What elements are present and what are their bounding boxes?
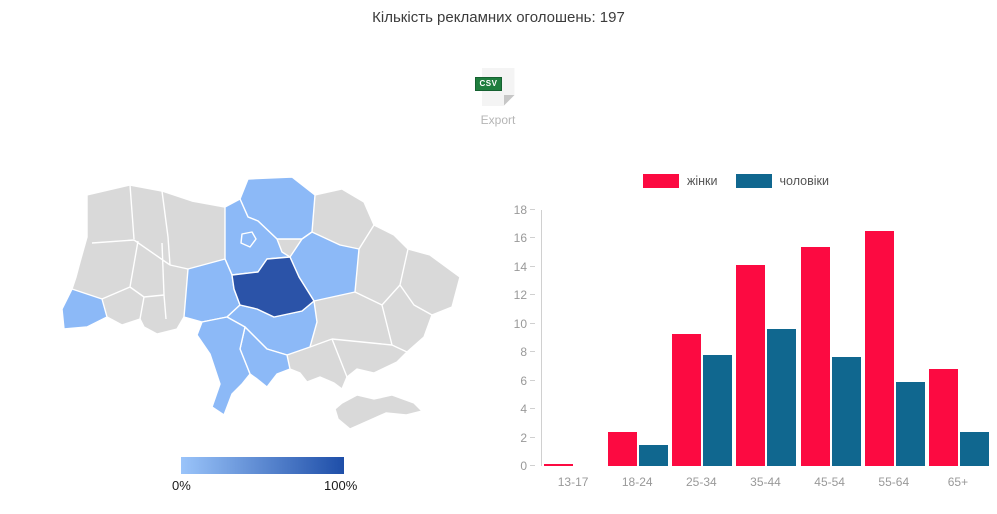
y-tick-label: 6 [520,373,527,388]
bar-жінки-45-54[interactable] [800,246,830,466]
export-label: Export [480,113,516,127]
map-region-cherkasy[interactable] [231,256,315,318]
x-tick-label: 35-44 [750,475,781,489]
chart-legend: жінки чоловіки [511,173,961,189]
x-tick-label: 55-64 [878,475,910,489]
bar-жінки-13-17[interactable] [544,463,574,466]
bar-жінки-18-24[interactable] [608,431,638,466]
y-tick-mark [530,436,535,438]
bar-group-55-64 [863,210,927,466]
y-tick-mark [530,465,535,466]
bar-group-65+ [927,210,991,466]
bar-жінки-35-44[interactable] [736,265,766,466]
legend-item-чоловіки[interactable]: чоловіки [735,174,829,188]
page-title: Кількість рекламних оголошень: 197 [372,9,625,26]
y-tick-mark [530,237,535,239]
y-tick-label: 12 [513,288,527,303]
y-tick-label: 2 [520,430,527,445]
bar-чоловіки-45-54[interactable] [831,356,861,466]
y-tick-label: 18 [513,203,527,217]
y-tick-mark [530,379,535,381]
y-tick-mark [530,351,535,353]
bar-жінки-65+[interactable] [928,369,958,466]
y-tick-label: 16 [513,231,527,246]
file-fold-corner [503,95,515,106]
x-tick-label: 65+ [947,475,969,489]
map-region-crimea[interactable] [334,394,423,430]
bar-group-45-54 [799,210,863,466]
y-tick-mark [530,322,535,324]
legend-label: жінки [687,174,718,188]
bar-group-18-24 [606,210,670,466]
bar-жінки-25-34[interactable] [672,333,702,466]
y-tick-label: 4 [520,402,527,417]
map-region-odesa[interactable] [196,316,251,416]
y-axis: 0 2 4 6 8 10 12 14 16 18 [499,204,535,472]
y-tick-label: 0 [520,459,527,473]
ukraine-choropleth-map [62,177,461,430]
bar-чоловіки-18-24[interactable] [639,444,669,466]
bar-group-13-17 [542,210,606,466]
map-region-kyiv-city[interactable] [240,231,257,248]
y-tick-mark [530,209,535,210]
map-legend-max-label: 100% [324,478,358,493]
y-tick-label: 14 [513,259,527,274]
legend-swatch [643,174,680,188]
map-inner-borders [91,184,433,378]
bar-чоловіки-35-44[interactable] [767,329,797,466]
x-tick-label: 13-17 [557,475,589,489]
y-tick-mark [530,408,535,410]
bar-чоловіки-55-64[interactable] [895,382,925,466]
x-tick-label: 18-24 [621,475,653,489]
csv-file-icon: CSV [474,68,515,106]
y-tick-mark [530,294,535,296]
x-tick-label: 45-54 [814,475,845,489]
legend-label: чоловіки [779,174,829,188]
map-region-zakarpattia[interactable] [62,288,108,330]
legend-item-жінки[interactable]: жінки [643,174,718,188]
csv-badge: CSV [474,77,503,91]
y-tick-mark [530,265,535,267]
map-legend-gradient [181,457,344,474]
bar-чоловіки-25-34[interactable] [703,355,733,466]
legend-swatch [735,174,772,188]
bar-group-25-34 [670,210,734,466]
map-legend-min-label: 0% [172,478,191,493]
x-tick-label: 25-34 [686,475,717,489]
y-tick-label: 10 [513,316,527,331]
bar-chart-plot [541,210,991,466]
y-tick-label: 8 [520,345,527,360]
export-csv-button[interactable]: CSV Export [458,68,538,127]
bar-жінки-55-64[interactable] [864,231,894,466]
bar-group-35-44 [734,210,798,466]
bar-чоловіки-65+[interactable] [959,431,989,466]
x-axis-labels: 13-17 18-24 25-34 35-44 45-54 55-64 65+ [541,475,990,489]
